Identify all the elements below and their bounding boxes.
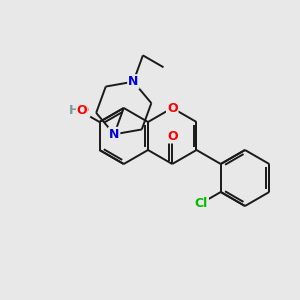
Text: HO: HO <box>68 103 89 117</box>
Text: N: N <box>109 128 119 141</box>
Text: N: N <box>128 75 139 88</box>
Text: O: O <box>76 103 87 117</box>
Text: O: O <box>167 101 178 115</box>
Text: O: O <box>167 130 178 142</box>
Text: H: H <box>69 103 79 117</box>
Text: Cl: Cl <box>195 197 208 210</box>
